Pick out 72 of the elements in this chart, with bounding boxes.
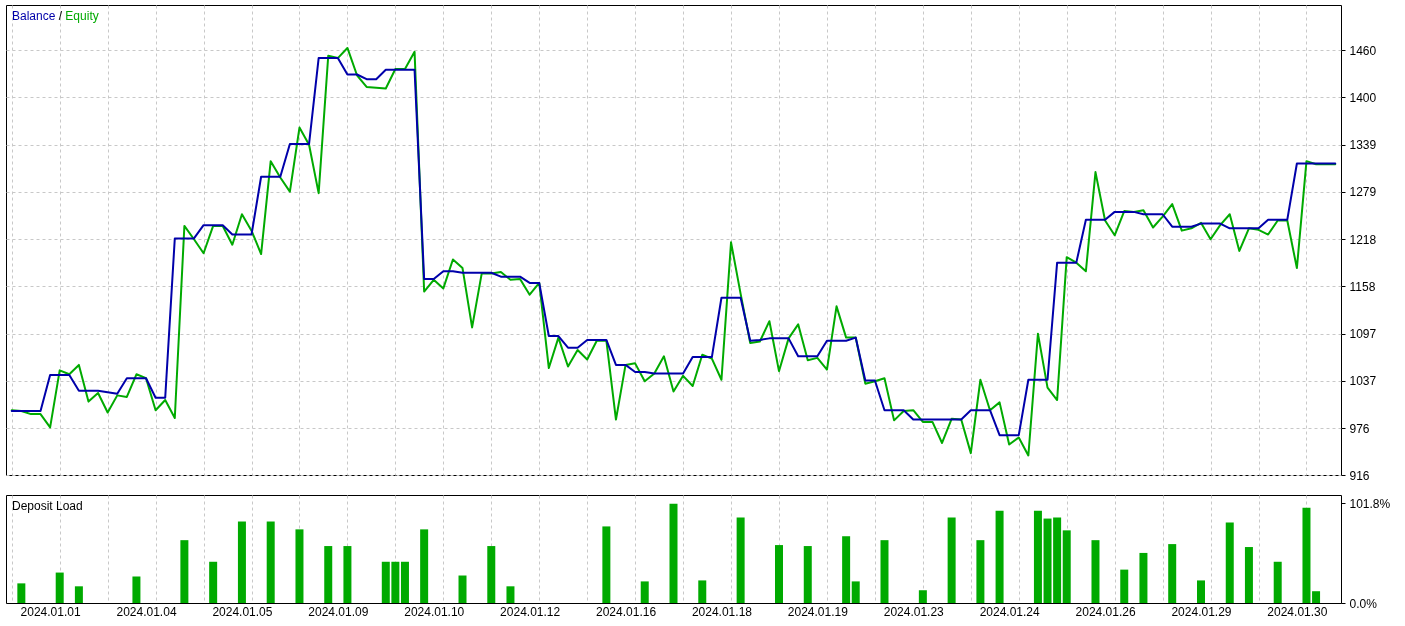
bar [880, 540, 889, 603]
bar [976, 540, 985, 603]
bar [1033, 510, 1042, 603]
y-tick-label: 1460 [1349, 43, 1377, 58]
y-tick-label: 976 [1349, 421, 1370, 436]
bar [180, 540, 189, 603]
bar [55, 572, 64, 603]
bar [698, 580, 707, 603]
x-tick-label: 2024.01.01 [20, 604, 81, 619]
bar [1139, 552, 1148, 603]
bar [918, 590, 927, 603]
text: Equity [65, 9, 99, 23]
bar [74, 586, 83, 603]
bar [324, 546, 333, 603]
y-tick-label: 916 [1349, 468, 1370, 483]
y-tick-label: 101.8% [1349, 496, 1391, 511]
x-tick-label: 2024.01.24 [979, 604, 1041, 619]
bar [295, 529, 304, 603]
chart-title: Deposit Load [12, 499, 83, 513]
bar [1091, 540, 1100, 603]
text: Balance [12, 9, 56, 23]
y-tick-label: 1097 [1349, 327, 1377, 342]
bar [343, 546, 352, 603]
bar [842, 536, 851, 603]
bar [803, 546, 812, 603]
bar [736, 517, 745, 603]
bar [132, 576, 141, 603]
x-tick-label: 2024.01.16 [596, 604, 657, 619]
bar [209, 561, 218, 603]
x-tick-label: 2024.01.26 [1075, 604, 1136, 619]
y-tick-label: 0.0% [1349, 596, 1378, 611]
x-tick-label: 2024.01.18 [691, 604, 753, 619]
y-tick-label: 1037 [1349, 374, 1377, 389]
x-tick-label: 2024.01.19 [787, 604, 849, 619]
y-tick-label: 1279 [1349, 185, 1377, 200]
bar [17, 583, 26, 603]
bar [995, 510, 1004, 603]
bar [266, 521, 275, 603]
bar [1168, 544, 1177, 603]
y-tick-label: 1400 [1349, 90, 1377, 105]
bar [1273, 561, 1282, 603]
bar [1244, 547, 1253, 603]
x-tick-label: 2024.01.10 [404, 604, 465, 619]
bar [1120, 569, 1129, 603]
bar [1062, 530, 1071, 603]
x-tick-label: 2024.01.29 [1171, 604, 1232, 619]
bar [602, 526, 611, 603]
bar [640, 581, 649, 603]
bar [237, 521, 246, 603]
x-tick-label: 2024.01.04 [116, 604, 177, 619]
x-tick-label: 2024.01.09 [308, 604, 369, 619]
x-tick-label: 2024.01.12 [500, 604, 561, 619]
bar [420, 529, 429, 603]
bar [1312, 591, 1321, 603]
annotation: / [58, 9, 63, 23]
x-tick-label: 2024.01.23 [883, 604, 945, 619]
y-tick-label: 1218 [1349, 232, 1377, 247]
bar [506, 586, 515, 603]
bar [1225, 522, 1234, 603]
x-tick-label: 2024.01.05 [212, 604, 273, 619]
bar [487, 546, 496, 603]
y-tick-label: 1339 [1349, 138, 1377, 153]
bar [669, 503, 678, 603]
bar [947, 517, 956, 603]
bar [775, 545, 783, 603]
bar [1196, 580, 1205, 603]
x-tick-label: 2024.01.30 [1267, 604, 1328, 619]
bar [458, 575, 467, 603]
y-tick-label: 1158 [1349, 279, 1376, 294]
bar [400, 561, 409, 603]
bar [1302, 507, 1311, 603]
bar [851, 581, 860, 603]
